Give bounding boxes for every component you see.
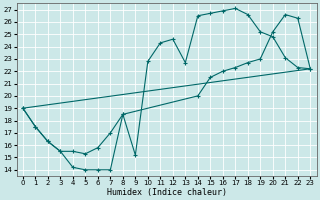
X-axis label: Humidex (Indice chaleur): Humidex (Indice chaleur)	[107, 188, 227, 197]
